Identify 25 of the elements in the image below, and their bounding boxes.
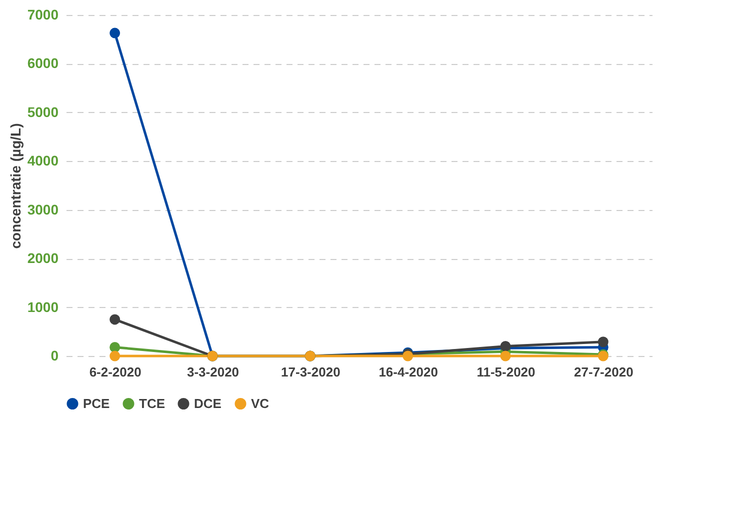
point — [110, 350, 120, 362]
legend-label: VC — [251, 396, 270, 411]
x-tick-label: 17-3-2020 — [281, 364, 340, 380]
y-tick-label: 3000 — [27, 201, 59, 218]
y-tick-label: 1000 — [27, 298, 59, 315]
x-tick-label: 3-3-2020 — [186, 364, 240, 380]
x-tick-label: 27-7-2020 — [574, 364, 634, 380]
point — [598, 336, 608, 348]
y-tick-label: 5000 — [27, 104, 59, 120]
y-axis-title: concentratie (µg/L) — [7, 123, 24, 249]
point — [500, 350, 511, 362]
y-tick-label: 2000 — [27, 250, 59, 266]
point — [110, 342, 120, 352]
y-tick-label: 6000 — [27, 55, 59, 72]
point — [110, 28, 120, 38]
y-tick-label: 7000 — [27, 6, 59, 22]
point — [110, 314, 120, 325]
x-tick-label: 11-5-2020 — [476, 364, 536, 380]
x-tick-label: 16-4-2020 — [378, 364, 438, 380]
y-tick-label: 4000 — [27, 152, 59, 169]
x-tick-label: 6-2-2020 — [89, 364, 142, 380]
legend-label: TCE — [139, 396, 166, 411]
y-tick-label: 0 — [50, 348, 59, 364]
legend-label: PCE — [83, 396, 110, 411]
legend-label: DCE — [194, 396, 222, 411]
